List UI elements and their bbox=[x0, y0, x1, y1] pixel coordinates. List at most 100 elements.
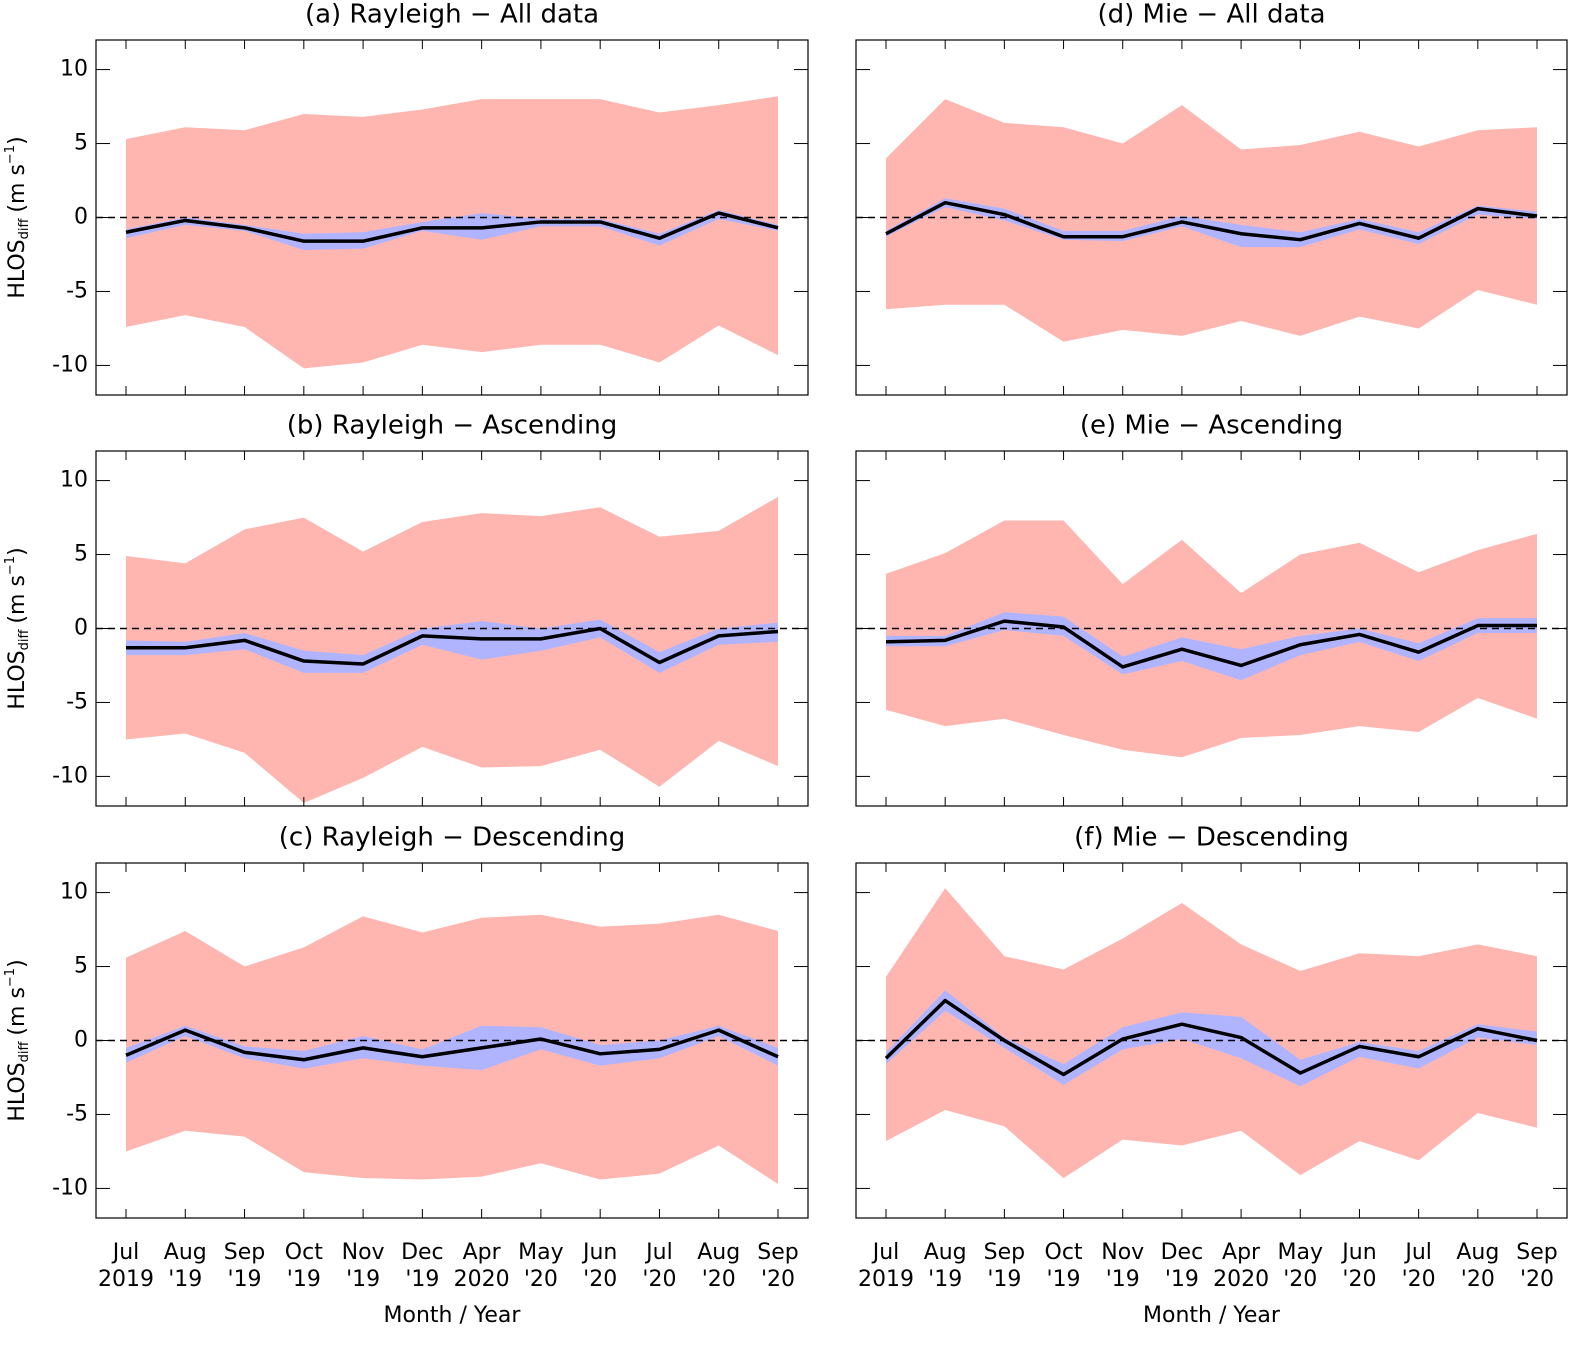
ylabel-sup: −1 bbox=[3, 968, 18, 987]
x-tick-label: '20 bbox=[583, 1267, 617, 1292]
mean-line bbox=[125, 1028, 779, 1062]
x-tick-label: '19 bbox=[1047, 1267, 1081, 1292]
y-tick-label: -10 bbox=[52, 352, 88, 377]
panel-title: (b) Rayleigh − Ascending bbox=[287, 411, 617, 441]
panel-title: (e) Mie − Ascending bbox=[1080, 411, 1343, 441]
x-tick-label: Nov bbox=[1101, 1240, 1144, 1265]
x-axis-label: Month / Year bbox=[384, 1303, 522, 1328]
y-axis-label: HLOSdiff (m s−1) bbox=[3, 547, 32, 709]
mean-line bbox=[125, 211, 779, 243]
ylabel-main: HLOS bbox=[5, 650, 30, 709]
x-tick-label: '19 bbox=[1165, 1267, 1199, 1292]
ylabel-sup: −1 bbox=[3, 145, 18, 164]
mean-line bbox=[885, 200, 1538, 242]
x-tick-label: Jul bbox=[111, 1240, 140, 1265]
x-tick-label: Aug bbox=[697, 1240, 740, 1265]
y-tick-label: -5 bbox=[66, 278, 88, 303]
x-tick-label: Apr bbox=[463, 1240, 502, 1265]
x-tick-label: Jul bbox=[871, 1240, 900, 1265]
mean-line bbox=[885, 619, 1537, 669]
y-tick-label: -5 bbox=[66, 1101, 88, 1126]
x-tick-label: Sep bbox=[1516, 1240, 1557, 1265]
x-tick-label: '20 bbox=[1402, 1267, 1436, 1292]
panel-title: (a) Rayleigh − All data bbox=[305, 0, 599, 30]
x-tick-label: Aug bbox=[1456, 1240, 1499, 1265]
x-tick-label: '19 bbox=[928, 1267, 962, 1292]
band bbox=[126, 210, 778, 251]
x-tick-label: May bbox=[1278, 1240, 1323, 1265]
ylabel-unit: (m s bbox=[5, 164, 30, 212]
mean-line bbox=[126, 626, 779, 666]
ylabel-main: HLOS bbox=[5, 1062, 30, 1121]
x-tick-label: '19 bbox=[168, 1267, 202, 1292]
panel-title: (d) Mie − All data bbox=[1097, 0, 1325, 30]
x-tick-label: '20 bbox=[761, 1267, 795, 1292]
x-tick-label: '20 bbox=[1283, 1267, 1317, 1292]
y-tick-label: 10 bbox=[60, 468, 88, 493]
x-tick-label: '20 bbox=[1520, 1267, 1554, 1292]
ylabel-close: ) bbox=[5, 547, 30, 556]
x-tick-label: '20 bbox=[1461, 1267, 1495, 1292]
x-tick-label: '19 bbox=[405, 1267, 439, 1292]
x-tick-label: 2019 bbox=[858, 1267, 914, 1292]
y-tick-label: 5 bbox=[74, 131, 88, 156]
mean-line bbox=[884, 998, 1538, 1077]
x-tick-label: Jun bbox=[581, 1240, 617, 1265]
ylabel-main: HLOS bbox=[5, 239, 30, 298]
x-tick-label: Nov bbox=[342, 1240, 385, 1265]
ylabel-close: ) bbox=[5, 136, 30, 145]
ylabel-sub: diff bbox=[17, 629, 32, 651]
x-tick-label: '20 bbox=[524, 1267, 558, 1292]
x-tick-label: May bbox=[518, 1240, 563, 1265]
x-tick-label: Aug bbox=[924, 1240, 967, 1265]
x-tick-label: 2020 bbox=[1213, 1267, 1269, 1292]
ylabel-unit: (m s bbox=[5, 987, 30, 1035]
ylabel-sub: diff bbox=[17, 1041, 32, 1063]
y-tick-label: 5 bbox=[74, 542, 88, 567]
x-tick-label: Sep bbox=[984, 1240, 1025, 1265]
band bbox=[886, 198, 1537, 248]
x-tick-label: Oct bbox=[285, 1240, 323, 1265]
ylabel-sub: diff bbox=[17, 218, 32, 240]
ylabel-sup: −1 bbox=[3, 556, 18, 575]
x-tick-label: Sep bbox=[224, 1240, 265, 1265]
panel-title: (c) Rayleigh − Descending bbox=[279, 823, 625, 853]
x-tick-label: '19 bbox=[1106, 1267, 1140, 1292]
y-tick-label: 5 bbox=[74, 954, 88, 979]
y-axis-label: HLOSdiff (m s−1) bbox=[3, 136, 32, 298]
x-tick-label: Sep bbox=[757, 1240, 798, 1265]
x-tick-label: '20 bbox=[702, 1267, 736, 1292]
panel-title: (f) Mie − Descending bbox=[1074, 823, 1349, 853]
x-tick-label: Apr bbox=[1222, 1240, 1261, 1265]
band bbox=[886, 520, 1537, 758]
y-tick-label: 0 bbox=[74, 1028, 88, 1053]
x-tick-label: '19 bbox=[228, 1267, 262, 1292]
y-tick-label: -10 bbox=[52, 1175, 88, 1200]
x-tick-label: Jul bbox=[644, 1240, 673, 1265]
y-tick-label: 0 bbox=[74, 616, 88, 641]
y-tick-label: -5 bbox=[66, 689, 88, 714]
x-tick-label: 2019 bbox=[98, 1267, 154, 1292]
x-tick-label: Dec bbox=[1161, 1240, 1204, 1265]
x-tick-label: '19 bbox=[287, 1267, 321, 1292]
y-axis-label: HLOSdiff (m s−1) bbox=[3, 959, 32, 1121]
x-tick-label: '19 bbox=[346, 1267, 380, 1292]
x-tick-label: Jun bbox=[1340, 1240, 1376, 1265]
y-tick-label: 0 bbox=[74, 205, 88, 230]
band bbox=[126, 619, 778, 673]
y-tick-label: 10 bbox=[60, 57, 88, 82]
x-tick-label: 2020 bbox=[454, 1267, 510, 1292]
ylabel-unit: (m s bbox=[5, 575, 30, 623]
x-tick-label: '20 bbox=[1342, 1267, 1376, 1292]
x-tick-label: Aug bbox=[164, 1240, 207, 1265]
y-tick-label: 10 bbox=[60, 880, 88, 905]
x-tick-label: Dec bbox=[401, 1240, 444, 1265]
x-tick-label: '20 bbox=[642, 1267, 676, 1292]
x-axis-label: Month / Year bbox=[1143, 1303, 1281, 1328]
ylabel-close: ) bbox=[5, 959, 30, 968]
x-tick-label: Jul bbox=[1403, 1240, 1432, 1265]
x-tick-label: '19 bbox=[987, 1267, 1021, 1292]
x-tick-label: Oct bbox=[1045, 1240, 1083, 1265]
